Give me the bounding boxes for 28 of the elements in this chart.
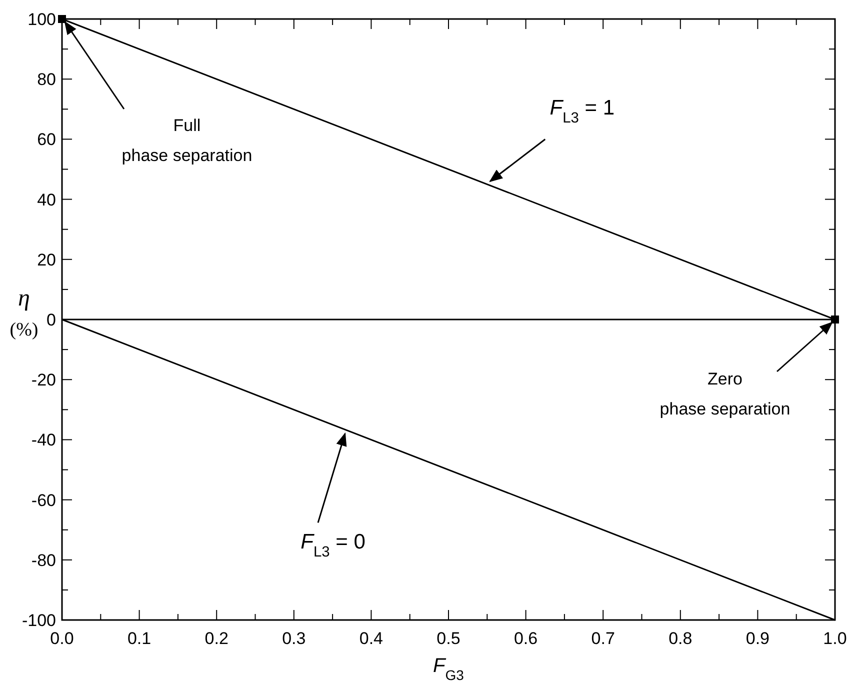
- annotation: F$_{L3}$ = 0: [300, 530, 366, 561]
- x-tick-label: 0.8: [668, 629, 692, 648]
- x-tick-label: 0.3: [282, 629, 306, 648]
- y-tick-label: -100: [22, 611, 56, 630]
- y-tick-label: 80: [37, 70, 56, 90]
- y-tick-label: 100: [28, 10, 56, 29]
- x-tick-label: 0.7: [591, 629, 615, 648]
- x-tick-label: 0.4: [359, 629, 384, 648]
- y-tick-label: 60: [37, 130, 56, 150]
- x-tick-label: 0.2: [204, 629, 228, 648]
- y-tick-label: 40: [37, 190, 56, 210]
- x-tick-label: 0.6: [514, 629, 538, 648]
- x-axis-title: F$_{G3}$: [433, 655, 464, 683]
- annotation: Full phase separation: [122, 116, 252, 165]
- annotation: Zero phase separation: [660, 370, 790, 418]
- y-axis-title: η (%): [10, 286, 38, 340]
- y-tick-label: -20: [31, 370, 56, 390]
- x-tick-label: 0.0: [50, 629, 74, 648]
- x-tick-label: 0.9: [746, 629, 770, 648]
- y-tick-label: 20: [37, 250, 56, 270]
- annotation: F$_{L3}$ = 1: [550, 96, 615, 126]
- y-tick-label: -60: [31, 490, 56, 510]
- x-tick-label: 0.5: [436, 629, 460, 648]
- x-tick-label: 0.1: [127, 629, 152, 648]
- y-tick-label: -40: [31, 430, 56, 450]
- x-tick-label: 1.0: [823, 629, 847, 648]
- y-tick-label: -80: [31, 550, 56, 570]
- y-tick-label: 0: [46, 310, 56, 330]
